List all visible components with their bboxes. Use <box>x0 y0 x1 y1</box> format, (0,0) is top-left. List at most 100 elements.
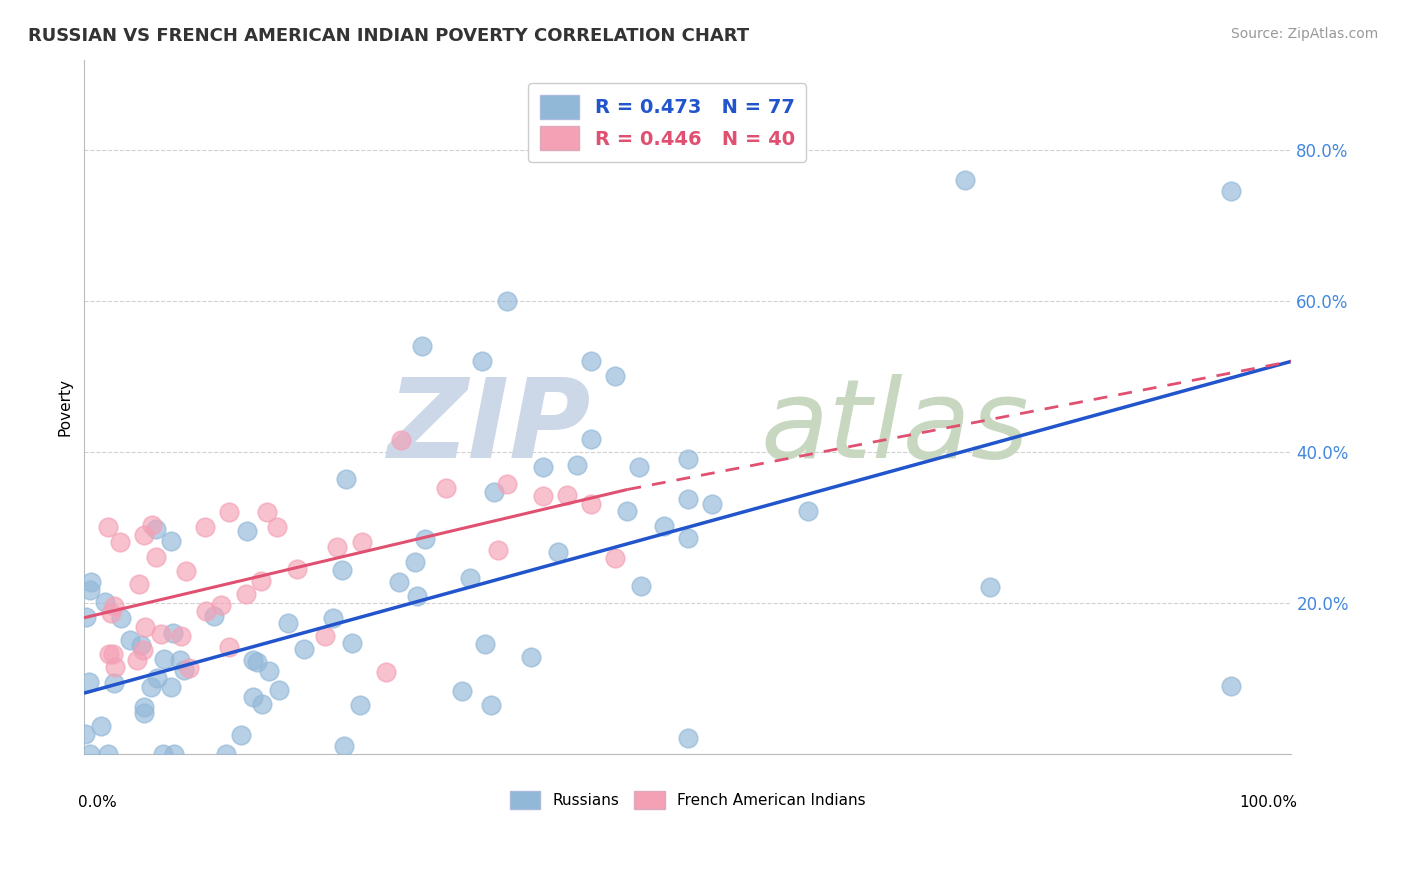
Point <box>955 173 977 187</box>
Point <box>335 473 357 487</box>
Point <box>322 610 344 624</box>
Point <box>700 497 723 511</box>
Point <box>132 706 155 721</box>
Point <box>406 589 429 603</box>
Point <box>1220 185 1243 199</box>
Point <box>242 653 264 667</box>
Point <box>388 574 411 589</box>
Point <box>482 485 505 500</box>
Text: Source: ZipAtlas.com: Source: ZipAtlas.com <box>1230 27 1378 41</box>
Point <box>474 637 496 651</box>
Point <box>249 574 271 589</box>
Point <box>267 683 290 698</box>
Point <box>127 652 149 666</box>
Point <box>495 293 517 308</box>
Point <box>652 518 675 533</box>
Point <box>218 505 240 519</box>
Point <box>146 671 169 685</box>
Point <box>979 580 1001 594</box>
Point <box>242 690 264 704</box>
Point <box>531 489 554 503</box>
Point <box>98 647 121 661</box>
Point <box>486 543 509 558</box>
Point <box>152 747 174 761</box>
Point <box>179 661 201 675</box>
Point <box>547 545 569 559</box>
Point <box>110 611 132 625</box>
Point <box>90 719 112 733</box>
Point <box>120 633 142 648</box>
Point <box>413 533 436 547</box>
Text: 100.0%: 100.0% <box>1240 795 1298 810</box>
Point <box>1220 679 1243 693</box>
Point <box>235 587 257 601</box>
Y-axis label: Poverty: Poverty <box>58 377 72 435</box>
Point <box>75 610 97 624</box>
Point <box>79 675 101 690</box>
Point <box>103 648 125 662</box>
Text: 0.0%: 0.0% <box>77 795 117 810</box>
Point <box>531 459 554 474</box>
Point <box>103 599 125 614</box>
Point <box>153 652 176 666</box>
Point <box>104 660 127 674</box>
Point <box>132 700 155 714</box>
Point <box>103 675 125 690</box>
Point <box>108 535 131 549</box>
Point <box>141 518 163 533</box>
Point <box>209 599 232 613</box>
Point <box>169 653 191 667</box>
Point <box>676 491 699 506</box>
Text: atlas: atlas <box>761 374 1029 481</box>
Point <box>73 727 96 741</box>
Point <box>579 354 602 368</box>
Point <box>479 698 502 713</box>
Point <box>579 432 602 446</box>
Point <box>314 629 336 643</box>
Point <box>605 369 627 384</box>
Point <box>160 680 183 694</box>
Point <box>97 747 120 761</box>
Point <box>159 533 181 548</box>
Point <box>97 520 120 534</box>
Point <box>194 520 217 534</box>
Point <box>194 604 217 618</box>
Point <box>132 643 155 657</box>
Point <box>246 656 269 670</box>
Point <box>236 524 259 538</box>
Point <box>215 747 238 761</box>
Point <box>79 582 101 597</box>
Point <box>169 629 191 643</box>
Point <box>349 698 371 713</box>
Point <box>330 563 353 577</box>
Point <box>287 562 309 576</box>
Point <box>145 550 167 565</box>
Text: ZIP: ZIP <box>388 374 591 481</box>
Point <box>450 684 472 698</box>
Point <box>797 504 820 518</box>
Point <box>250 697 273 711</box>
Point <box>411 339 433 353</box>
Point <box>434 482 457 496</box>
Point <box>630 579 652 593</box>
Point <box>80 575 103 590</box>
Point <box>257 664 280 678</box>
Point <box>555 487 578 501</box>
Point <box>605 551 627 566</box>
Point <box>93 594 115 608</box>
Point <box>79 747 101 761</box>
Point <box>131 639 153 653</box>
Point <box>231 728 253 742</box>
Point <box>134 528 156 542</box>
Point <box>676 731 699 746</box>
Point <box>128 576 150 591</box>
Point <box>202 609 225 624</box>
Point <box>471 354 494 368</box>
Point <box>256 505 278 519</box>
Point <box>163 747 186 761</box>
Point <box>616 504 638 518</box>
Point <box>173 663 195 677</box>
Legend: Russians, French American Indians: Russians, French American Indians <box>503 784 872 815</box>
Point <box>342 635 364 649</box>
Point <box>676 531 699 545</box>
